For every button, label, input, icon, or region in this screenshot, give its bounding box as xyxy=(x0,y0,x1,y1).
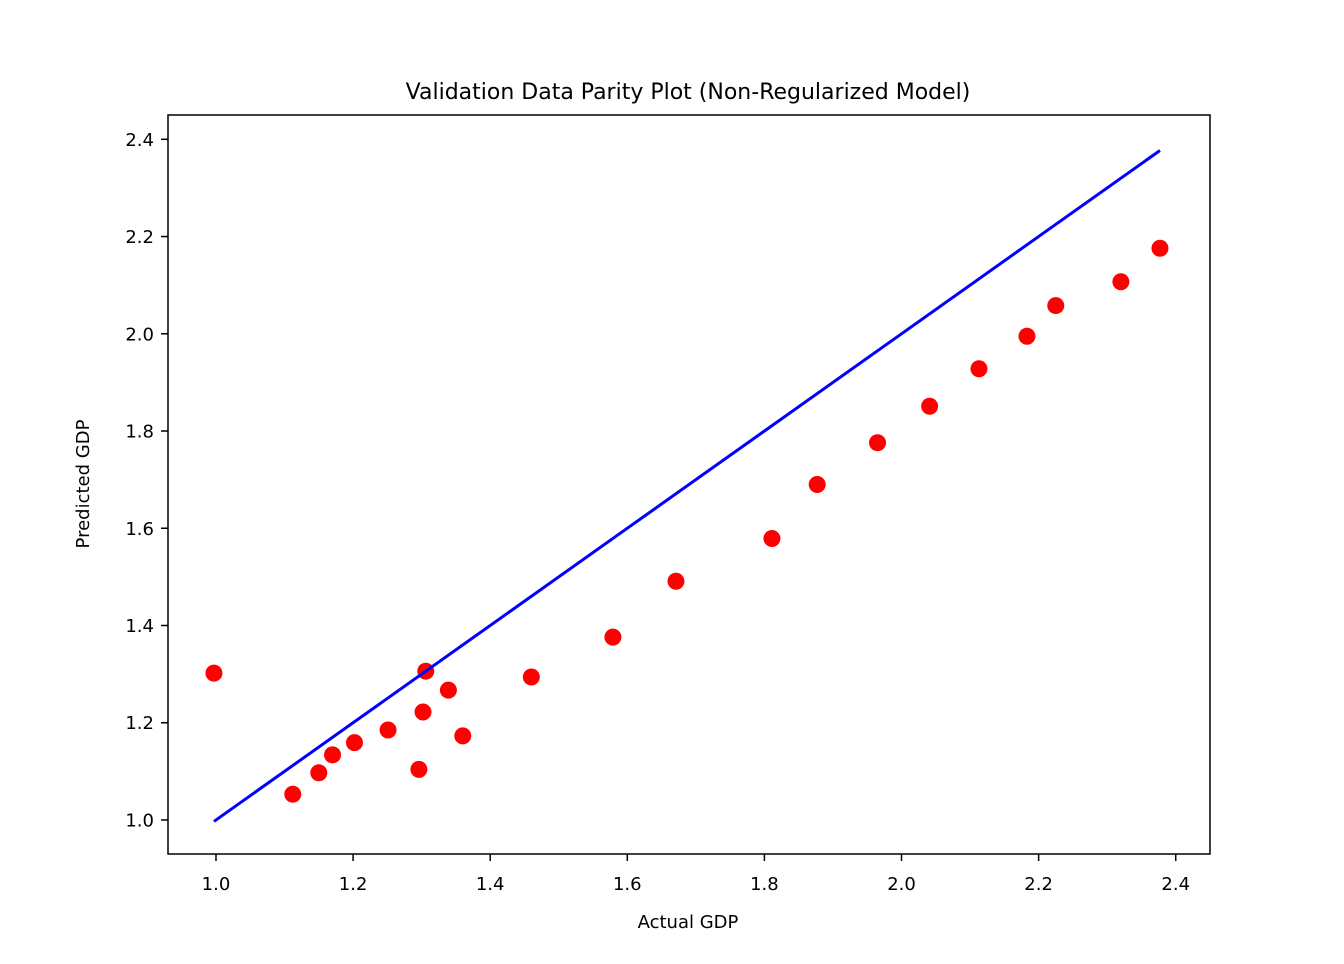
data-point xyxy=(414,703,432,721)
x-tick-label: 1.6 xyxy=(613,874,642,895)
data-point xyxy=(869,434,887,452)
data-point xyxy=(667,572,685,590)
parity-line xyxy=(213,149,1161,823)
data-point xyxy=(1151,239,1169,257)
x-tick-label: 1.4 xyxy=(476,874,505,895)
data-point xyxy=(284,785,302,803)
x-tick-label: 2.2 xyxy=(1024,874,1053,895)
data-point xyxy=(604,628,622,646)
y-tick-label: 1.8 xyxy=(125,422,154,443)
y-tick-label: 1.0 xyxy=(125,810,154,831)
data-point xyxy=(324,746,342,764)
y-tick-label: 2.0 xyxy=(125,324,154,345)
y-axis-label: Predicted GDP xyxy=(73,419,94,548)
data-point xyxy=(439,681,457,699)
x-axis-label: Actual GDP xyxy=(638,912,739,933)
data-point xyxy=(763,529,781,547)
y-tick-label: 1.4 xyxy=(125,616,154,637)
data-point xyxy=(921,397,939,415)
x-axis: 1.0 1.2 1.4 1.6 1.8 2.0 2.2 2.4 xyxy=(202,854,1190,895)
data-point xyxy=(1018,327,1036,345)
data-point xyxy=(970,360,988,378)
x-tick-label: 2.4 xyxy=(1161,874,1190,895)
data-point xyxy=(205,664,223,682)
plot-content xyxy=(205,149,1169,823)
data-point xyxy=(345,734,363,752)
y-axis: 1.0 1.2 1.4 1.6 1.8 2.0 2.2 2.4 xyxy=(125,130,168,831)
x-tick-label: 1.0 xyxy=(202,874,231,895)
data-point xyxy=(379,721,397,739)
data-point xyxy=(310,764,328,782)
y-tick-label: 2.4 xyxy=(125,130,154,151)
x-tick-label: 2.0 xyxy=(887,874,916,895)
data-point xyxy=(522,668,540,686)
data-point xyxy=(808,476,826,493)
y-tick-label: 2.2 xyxy=(125,227,154,248)
x-tick-label: 1.2 xyxy=(339,874,368,895)
data-point xyxy=(410,760,428,778)
y-tick-label: 1.2 xyxy=(125,713,154,734)
y-tick-label: 1.6 xyxy=(125,519,154,540)
data-point xyxy=(1047,297,1065,315)
x-tick-label: 1.8 xyxy=(750,874,779,895)
plot-frame xyxy=(167,114,1211,855)
chart-title: Validation Data Parity Plot (Non-Regular… xyxy=(406,80,971,105)
data-point xyxy=(1112,273,1130,291)
data-point xyxy=(454,727,472,745)
